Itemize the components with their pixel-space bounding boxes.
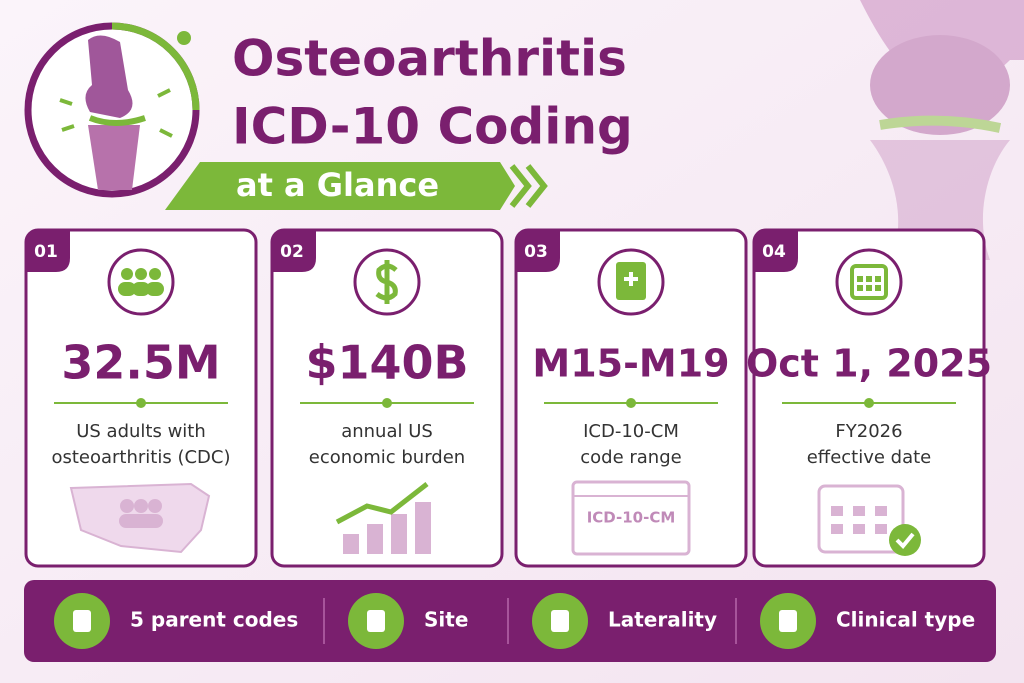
map-illustration [134,499,148,513]
chart-illustration [367,524,383,554]
chart-illustration [343,534,359,554]
stat-value: $140B [305,336,468,390]
icon [857,276,863,282]
stat-value: Oct 1, 2025 [746,342,992,386]
stat-description: osteoarthritis (CDC) [51,447,230,468]
footer-bar [24,580,996,662]
divider-dot [136,398,146,408]
card-number: 04 [762,242,786,262]
map-illustration [148,499,162,513]
stat-value: M15-M19 [532,342,729,386]
divider-dot [626,398,636,408]
footer-item: 5 parent codes [130,608,298,632]
number-tab [26,230,70,272]
icon [375,260,398,304]
number-tab [516,230,560,272]
subtitle: at a Glance [236,166,439,204]
footer-item: Site [424,608,468,632]
footer-icon-glyph [367,610,385,632]
stat-card: 02 $140B annual US economic burden [270,228,504,568]
number-tab [754,230,798,272]
number-tab [272,230,316,272]
footer-icon-glyph [73,610,91,632]
icon [875,276,881,282]
stat-card: 01 32.5M US adults with osteoarthritis (CDC… [24,228,258,568]
card-number: 03 [524,242,548,262]
screen-label: ICD-10-CM [587,509,676,527]
chart-illustration [415,502,431,554]
stat-card: 04 Oct 1, 2025 FY2026 effective date [746,228,992,568]
calendar-illustration [831,524,843,534]
title-line: ICD-10 Coding [232,98,633,156]
map-illustration [120,499,134,513]
icon [875,285,881,291]
icon [857,285,863,291]
stat-description: FY2026 [835,421,902,442]
icon [135,268,147,280]
chevrons [509,164,548,208]
calendar-illustration [853,524,865,534]
stat-description: economic burden [309,447,465,468]
calendar-illustration [875,524,887,534]
calendar-illustration [875,506,887,516]
icon [149,268,161,280]
chart-illustration [335,482,429,525]
screen-illustration [571,480,691,556]
stat-description: code range [580,447,681,468]
chart-illustration [391,514,407,554]
check-badge [889,524,921,556]
icon [624,272,638,286]
calendar-illustration [817,484,905,554]
calendar-illustration [853,506,865,516]
divider-dot [864,398,874,408]
card-number: 01 [34,242,58,262]
map-illustration [119,514,163,528]
icon [146,282,164,296]
stat-description: effective date [807,447,932,468]
stat-card: 03 M15-M19 ICD-10-CM code range ICD-10-CM [514,228,748,568]
stat-description: US adults with [76,421,206,442]
footer-item: Clinical type [836,608,975,632]
icon [850,264,888,300]
stat-description: annual US [341,421,433,442]
emblem [24,22,200,198]
check-badge [895,532,915,549]
calendar-illustration [831,506,843,516]
icon [121,268,133,280]
title-line: Osteoarthritis [232,30,627,88]
divider-dot [382,398,392,408]
subtitle-banner [165,162,515,210]
footer-icon-glyph [779,610,797,632]
stat-value: 32.5M [61,336,220,390]
icon [118,282,136,296]
icon [866,285,872,291]
card-number: 02 [280,242,304,262]
stat-description: ICD-10-CM [583,421,679,442]
footer-item: Laterality [608,608,717,632]
icon [132,282,150,296]
icon [866,276,872,282]
footer-icon-glyph [551,610,569,632]
